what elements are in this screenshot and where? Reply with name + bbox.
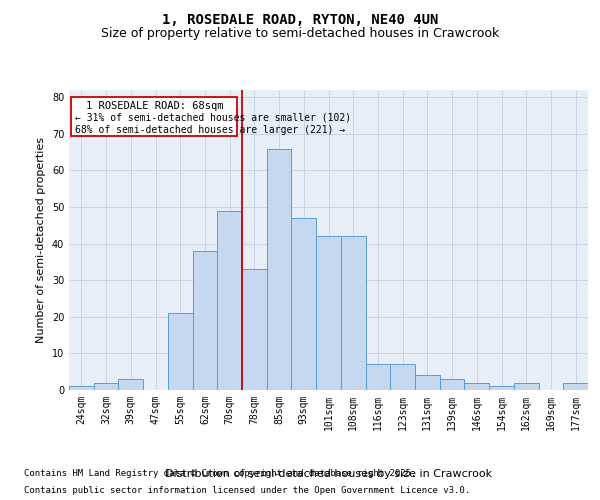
Bar — [464, 382, 489, 390]
Bar — [489, 386, 514, 390]
Bar — [69, 386, 94, 390]
Bar — [193, 251, 217, 390]
Bar — [94, 382, 118, 390]
Bar — [217, 210, 242, 390]
Text: Contains public sector information licensed under the Open Government Licence v3: Contains public sector information licen… — [24, 486, 470, 495]
Bar — [118, 379, 143, 390]
Bar — [365, 364, 390, 390]
Bar — [415, 376, 440, 390]
Text: 1, ROSEDALE ROAD, RYTON, NE40 4UN: 1, ROSEDALE ROAD, RYTON, NE40 4UN — [162, 12, 438, 26]
Bar — [242, 270, 267, 390]
Y-axis label: Number of semi-detached properties: Number of semi-detached properties — [36, 137, 46, 343]
X-axis label: Distribution of semi-detached houses by size in Crawcrook: Distribution of semi-detached houses by … — [165, 469, 492, 479]
Bar — [440, 379, 464, 390]
Text: 68% of semi-detached houses are larger (221) →: 68% of semi-detached houses are larger (… — [75, 125, 346, 135]
Bar — [168, 313, 193, 390]
Text: 1 ROSEDALE ROAD: 68sqm: 1 ROSEDALE ROAD: 68sqm — [86, 101, 223, 111]
Text: ← 31% of semi-detached houses are smaller (102): ← 31% of semi-detached houses are smalle… — [75, 112, 352, 122]
Text: Size of property relative to semi-detached houses in Crawcrook: Size of property relative to semi-detach… — [101, 28, 499, 40]
Bar — [292, 218, 316, 390]
Text: Contains HM Land Registry data © Crown copyright and database right 2025.: Contains HM Land Registry data © Crown c… — [24, 468, 416, 477]
Bar — [514, 382, 539, 390]
Bar — [71, 98, 237, 136]
Bar — [316, 236, 341, 390]
Bar — [390, 364, 415, 390]
Bar — [341, 236, 365, 390]
Bar — [563, 382, 588, 390]
Bar — [267, 148, 292, 390]
